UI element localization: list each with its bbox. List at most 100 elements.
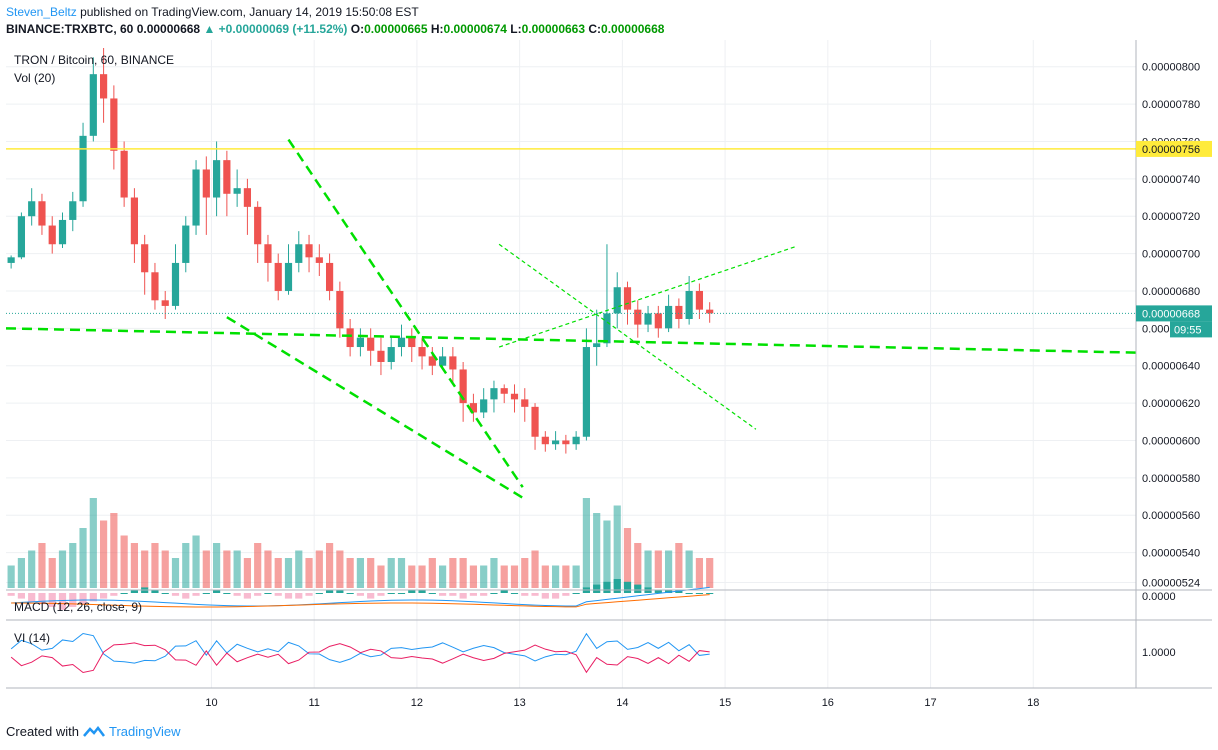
candle-body bbox=[408, 337, 416, 348]
candle-body bbox=[110, 98, 118, 151]
candle-body bbox=[58, 219, 67, 245]
candle-body bbox=[480, 399, 488, 413]
macd-histogram-bar bbox=[38, 593, 46, 605]
volume-bar bbox=[264, 550, 272, 588]
macd-histogram-bar bbox=[521, 593, 529, 596]
price-tick-label: 0.00000560 bbox=[1142, 510, 1200, 522]
volume-bar bbox=[562, 565, 570, 588]
price-tick-label: 0.00000620 bbox=[1142, 398, 1200, 410]
signal-line bbox=[11, 594, 710, 608]
macd-histogram-bar bbox=[541, 593, 549, 599]
candle-body bbox=[593, 343, 601, 348]
volume-bar bbox=[695, 558, 704, 588]
candle-body bbox=[171, 262, 180, 306]
candle-body bbox=[428, 356, 436, 366]
candle-body bbox=[397, 337, 406, 348]
author-link[interactable]: Steven_Beltz bbox=[6, 5, 77, 19]
candle-body bbox=[367, 337, 375, 351]
candle-body bbox=[295, 244, 303, 263]
vi-label: VI (14) bbox=[14, 631, 50, 645]
volume-bar bbox=[367, 558, 375, 588]
macd-histogram-bar bbox=[449, 593, 457, 596]
macd-histogram-bar bbox=[428, 593, 436, 594]
candle-body bbox=[356, 337, 365, 348]
candle-body bbox=[89, 74, 97, 136]
volume-bar bbox=[69, 543, 77, 588]
candle-body bbox=[336, 290, 344, 329]
macd-histogram-bar bbox=[120, 593, 128, 594]
candle-body bbox=[141, 244, 149, 273]
volume-bar bbox=[644, 550, 652, 588]
volume-label: Vol (20) bbox=[14, 71, 55, 85]
macd-histogram-bar bbox=[634, 584, 642, 593]
volume-bar bbox=[706, 558, 714, 588]
candle-body bbox=[644, 313, 652, 325]
volume-bar bbox=[295, 550, 303, 588]
candle-body bbox=[562, 440, 570, 445]
trendline bbox=[5, 327, 1137, 354]
volume-bar bbox=[531, 550, 539, 588]
trendline bbox=[287, 138, 524, 488]
volume-bar bbox=[110, 513, 118, 588]
candle-body bbox=[490, 388, 498, 400]
price-tick-label: 0.00000740 bbox=[1142, 174, 1200, 186]
time-tick-label: 12 bbox=[411, 697, 423, 709]
close-label: C: bbox=[588, 22, 602, 36]
candle-body bbox=[346, 328, 354, 348]
macd-histogram-bar bbox=[151, 590, 159, 593]
volume-bar bbox=[254, 543, 262, 588]
volume-bar bbox=[603, 520, 611, 588]
volume-bar bbox=[675, 543, 683, 588]
macd-histogram-bar bbox=[48, 593, 56, 607]
volume-bar bbox=[325, 543, 334, 588]
macd-histogram-bar bbox=[274, 593, 282, 596]
price-tick-label: 0.00000540 bbox=[1142, 548, 1200, 560]
candle-body bbox=[582, 347, 591, 437]
volume-bar bbox=[521, 558, 529, 588]
candle-body bbox=[69, 201, 77, 220]
volume-bar bbox=[130, 543, 139, 588]
macd-label: MACD (12, 26, close, 9) bbox=[14, 600, 142, 614]
trendline bbox=[498, 245, 798, 348]
volume-bar bbox=[202, 550, 210, 588]
volume-bar bbox=[438, 565, 447, 588]
macd-histogram-bar bbox=[654, 590, 662, 593]
candle-body bbox=[541, 436, 549, 445]
volume-bar bbox=[161, 550, 169, 588]
candle-body bbox=[274, 262, 282, 291]
candle-body bbox=[28, 201, 36, 217]
volume-bar bbox=[634, 543, 642, 588]
candle-body bbox=[243, 188, 252, 207]
macd-histogram-bar bbox=[438, 593, 447, 596]
volume-bar bbox=[654, 550, 662, 588]
last-price-badge bbox=[1136, 305, 1212, 322]
volume-bar bbox=[613, 505, 621, 588]
volume-bar bbox=[428, 558, 436, 588]
candle-body bbox=[325, 262, 334, 291]
macd-histogram-bar bbox=[387, 593, 395, 594]
candle-body bbox=[254, 206, 262, 245]
tradingview-brand-link[interactable]: TradingView bbox=[108, 724, 181, 739]
macd-histogram-bar bbox=[7, 593, 15, 596]
candle-body bbox=[438, 356, 447, 366]
price-chart[interactable]: 0.000008000.000007800.000007600.00000740… bbox=[0, 40, 1218, 716]
price-tick-label: 0.00000800 bbox=[1142, 62, 1200, 74]
macd-histogram-bar bbox=[89, 593, 97, 602]
volume-bar bbox=[377, 565, 385, 588]
macd-histogram-bar bbox=[490, 593, 498, 594]
macd-line bbox=[11, 586, 710, 607]
candle-body bbox=[685, 290, 693, 319]
macd-histogram-bar bbox=[603, 581, 611, 593]
time-tick-label: 18 bbox=[1027, 697, 1039, 709]
horizontal-level-label-bg bbox=[1136, 140, 1212, 157]
countdown-badge bbox=[1170, 321, 1212, 338]
price-tick-label: 0.00000720 bbox=[1142, 211, 1200, 223]
candle-body bbox=[572, 436, 580, 445]
macd-histogram-bar bbox=[336, 590, 344, 593]
vi-minus-line bbox=[10, 642, 710, 674]
volume-bar bbox=[274, 558, 282, 588]
candle-body bbox=[521, 399, 529, 407]
macd-histogram-bar bbox=[675, 590, 683, 593]
countdown-label: 09:55 bbox=[1174, 324, 1202, 336]
volume-bar bbox=[89, 498, 97, 588]
